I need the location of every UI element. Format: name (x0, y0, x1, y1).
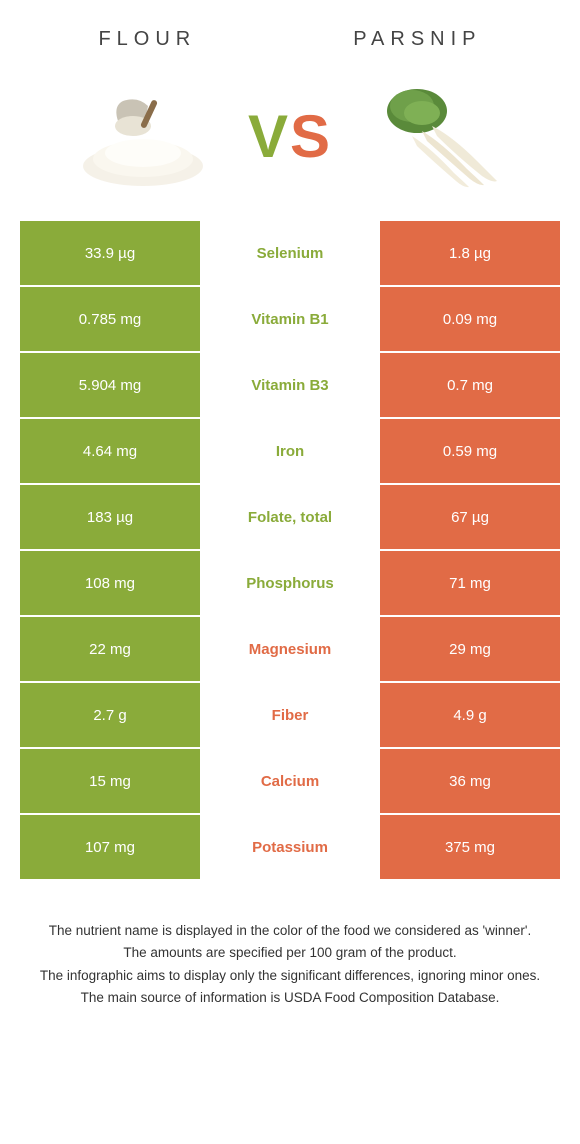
value-left: 183 µg (20, 485, 200, 549)
value-left: 5.904 mg (20, 353, 200, 417)
value-right: 0.7 mg (380, 353, 560, 417)
footer-line-4: The main source of information is USDA F… (30, 988, 550, 1008)
value-right: 4.9 g (380, 683, 560, 747)
value-left: 2.7 g (20, 683, 200, 747)
footer-line-3: The infographic aims to display only the… (30, 966, 550, 986)
nutrient-name: Vitamin B3 (200, 353, 380, 417)
table-row: 183 µgFolate, total67 µg (20, 485, 560, 549)
vs-row: VS (0, 71, 580, 221)
title-left: FLOUR (98, 28, 196, 51)
value-right: 71 mg (380, 551, 560, 615)
footer-notes: The nutrient name is displayed in the co… (0, 881, 580, 1030)
value-right: 36 mg (380, 749, 560, 813)
value-left: 107 mg (20, 815, 200, 879)
value-right: 375 mg (380, 815, 560, 879)
table-row: 108 mgPhosphorus71 mg (20, 551, 560, 615)
value-left: 4.64 mg (20, 419, 200, 483)
nutrient-name: Vitamin B1 (200, 287, 380, 351)
parsnip-image (362, 81, 512, 191)
value-left: 15 mg (20, 749, 200, 813)
value-right: 0.59 mg (380, 419, 560, 483)
value-right: 1.8 µg (380, 221, 560, 285)
footer-line-2: The amounts are specified per 100 gram o… (30, 943, 550, 963)
table-row: 107 mgPotassium375 mg (20, 815, 560, 879)
nutrient-name: Calcium (200, 749, 380, 813)
vs-v: V (248, 103, 290, 170)
nutrient-name: Iron (200, 419, 380, 483)
value-left: 33.9 µg (20, 221, 200, 285)
nutrient-table: 33.9 µgSelenium1.8 µg0.785 mgVitamin B10… (0, 221, 580, 879)
nutrient-name: Phosphorus (200, 551, 380, 615)
table-row: 33.9 µgSelenium1.8 µg (20, 221, 560, 285)
value-right: 29 mg (380, 617, 560, 681)
vs-label: VS (248, 102, 332, 171)
value-left: 0.785 mg (20, 287, 200, 351)
value-left: 108 mg (20, 551, 200, 615)
table-row: 5.904 mgVitamin B30.7 mg (20, 353, 560, 417)
value-right: 67 µg (380, 485, 560, 549)
title-right: PARSNIP (353, 28, 481, 51)
nutrient-name: Fiber (200, 683, 380, 747)
nutrient-name: Potassium (200, 815, 380, 879)
flour-image (68, 81, 218, 191)
table-row: 2.7 gFiber4.9 g (20, 683, 560, 747)
footer-line-1: The nutrient name is displayed in the co… (30, 921, 550, 941)
vs-s: S (290, 103, 332, 170)
table-row: 22 mgMagnesium29 mg (20, 617, 560, 681)
value-right: 0.09 mg (380, 287, 560, 351)
nutrient-name: Folate, total (200, 485, 380, 549)
table-row: 0.785 mgVitamin B10.09 mg (20, 287, 560, 351)
header: FLOUR PARSNIP (0, 0, 580, 71)
table-row: 15 mgCalcium36 mg (20, 749, 560, 813)
value-left: 22 mg (20, 617, 200, 681)
nutrient-name: Magnesium (200, 617, 380, 681)
nutrient-name: Selenium (200, 221, 380, 285)
table-row: 4.64 mgIron0.59 mg (20, 419, 560, 483)
